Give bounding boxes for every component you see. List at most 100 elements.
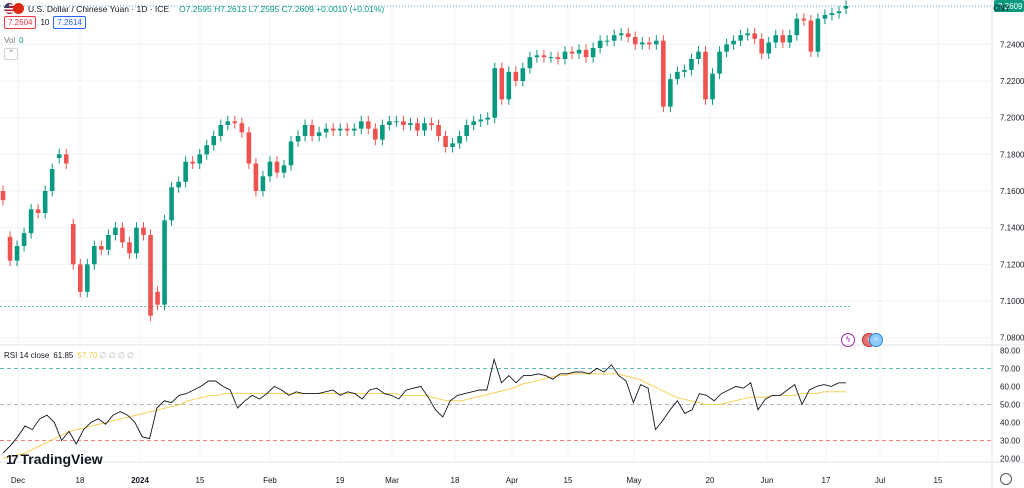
candle-body (42, 191, 48, 213)
candle-body (576, 49, 582, 54)
candle-body (759, 38, 764, 54)
candle-body (99, 246, 104, 250)
candle-body (85, 264, 90, 292)
rsi-tick-label: 80.00 (1000, 346, 1021, 355)
rsi-line (2, 357, 846, 454)
time-tick-label: 19 (336, 476, 345, 485)
candle-body (183, 161, 188, 182)
rsi-label: RSI 14 close (4, 351, 50, 360)
flag-event-icon-2[interactable]: ≡ (869, 333, 883, 347)
candle-body (204, 145, 210, 155)
price-tick-label: 7.1200 (1000, 260, 1024, 269)
candle-body (534, 55, 540, 58)
candle-body (548, 57, 554, 59)
candle-body (49, 169, 55, 191)
candle-body (787, 35, 793, 43)
candle-body (70, 224, 76, 265)
collapse-legend-button[interactable]: ⌃ (4, 48, 18, 60)
candle-body (815, 18, 821, 52)
candle-body (267, 161, 273, 177)
currency-label[interactable]: CNY (993, 4, 1010, 13)
candle-body (513, 71, 519, 81)
symbol-header: U.S. Dollar / Chinese Yuan · 1D · ICE O7… (4, 3, 384, 14)
candle-body (232, 121, 238, 124)
candle-body (436, 125, 441, 136)
candle-body (330, 128, 336, 131)
candle-body (647, 42, 652, 45)
candle-body (717, 51, 722, 74)
rsi-tick-label: 60.00 (1000, 382, 1021, 391)
candle-body (780, 35, 786, 43)
rsi-tick-label: 70.00 (1000, 364, 1021, 373)
candle-body (302, 125, 308, 136)
candle-body (337, 128, 343, 131)
price-tick-label: 7.2000 (1000, 114, 1024, 123)
last-price-badge (994, 0, 1024, 13)
candle-body (323, 128, 329, 133)
candle-body (639, 42, 645, 45)
rsi-ma-value: 57.70 (77, 351, 98, 360)
candle-body (120, 227, 125, 243)
candle-body (492, 68, 498, 118)
candle-body (808, 20, 814, 52)
candle-body (738, 35, 743, 41)
candle-body (56, 154, 62, 158)
candle-body (450, 143, 455, 147)
candle-body (422, 123, 427, 131)
candle-body (703, 51, 708, 100)
candle-body (162, 220, 167, 305)
candle-body (429, 123, 434, 125)
candle-body (527, 57, 533, 69)
candle-body (394, 121, 399, 123)
candle-body (309, 125, 315, 136)
candle-body (218, 125, 224, 136)
ask-price[interactable]: 7.2614 (53, 16, 86, 29)
candle-body (260, 176, 266, 191)
candle-body (141, 227, 146, 235)
candle-body (358, 121, 364, 129)
candle-body (246, 132, 252, 164)
tradingview-mark-icon: 17 (6, 451, 19, 467)
rsi-ma-line (2, 373, 846, 459)
price-tick-label: 7.1800 (1000, 150, 1024, 159)
candle-body (604, 40, 610, 42)
candle-body (829, 13, 835, 15)
candle-body (773, 35, 779, 43)
candle-body (169, 187, 174, 221)
candle-body (211, 136, 217, 146)
candle-body (682, 70, 687, 72)
usd-flag-icon (4, 3, 15, 14)
candle-body (801, 18, 807, 21)
symbol-title[interactable]: U.S. Dollar / Chinese Yuan · 1D · ICE (28, 3, 170, 14)
candle-body (21, 233, 27, 246)
candle-body (843, 6, 849, 9)
candle-body (0, 191, 6, 201)
candle-body (836, 11, 842, 14)
candle-body (611, 35, 617, 41)
settings-gear-icon[interactable] (1000, 473, 1012, 485)
volume-label: Vol (4, 36, 16, 45)
tradingview-logo[interactable]: 17 TradingView (6, 451, 103, 467)
candle-body (590, 48, 596, 58)
candle-body (253, 163, 259, 191)
candle-body (668, 79, 673, 107)
candle-body (373, 128, 378, 140)
candle-body (499, 68, 505, 100)
candle-body (675, 71, 680, 80)
bid-price[interactable]: 7.2604 (4, 16, 37, 29)
candle-body (583, 49, 589, 58)
candle-body (148, 235, 153, 316)
candle-body (197, 154, 202, 164)
candle-body (471, 121, 476, 125)
lightning-icon[interactable]: ϟ (841, 333, 855, 347)
candle-body (288, 141, 294, 166)
rsi-value: 61.85 (53, 351, 74, 360)
candle-body (401, 121, 406, 125)
candle-body (506, 71, 512, 100)
candle-body (731, 40, 736, 45)
candle-body (520, 68, 526, 81)
rsi-extra-values: ∅ ∅ ∅ ∅ (99, 351, 134, 360)
candle-body (597, 40, 603, 48)
candle-body (344, 128, 350, 131)
